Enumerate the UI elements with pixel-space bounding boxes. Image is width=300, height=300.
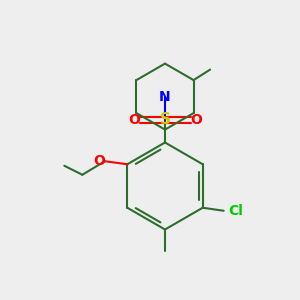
Text: Cl: Cl [228,204,243,218]
Text: N: N [159,90,171,104]
Text: S: S [160,112,170,128]
Text: O: O [128,113,140,127]
Text: O: O [190,113,202,127]
Text: O: O [94,154,105,168]
